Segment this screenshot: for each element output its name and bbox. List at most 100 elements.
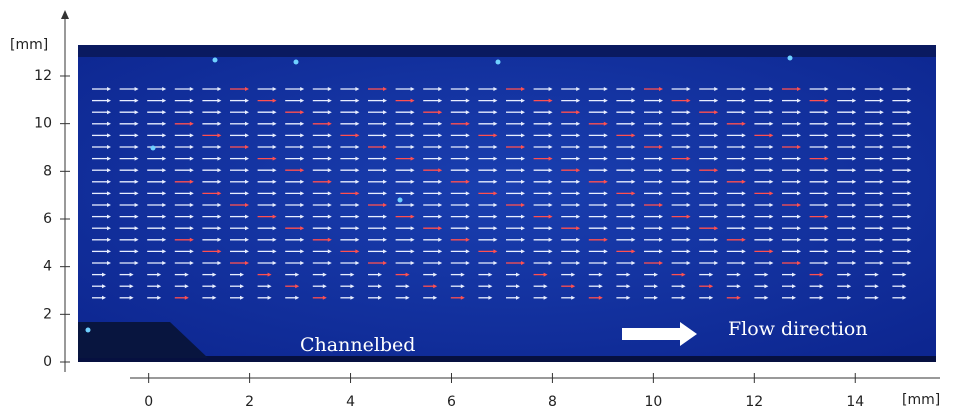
vector-head <box>383 203 387 207</box>
vector-head <box>824 133 829 138</box>
vector-head <box>327 214 332 219</box>
vector-head <box>879 156 884 161</box>
vector-head <box>134 156 139 161</box>
particle <box>495 59 501 65</box>
vector-head <box>410 226 415 231</box>
vector-head <box>714 203 719 207</box>
vector-head <box>300 121 305 126</box>
vector-head <box>300 237 305 242</box>
vector-head <box>659 145 663 149</box>
vector-head <box>659 168 663 173</box>
vector-head <box>769 98 774 103</box>
vector-head <box>272 203 277 207</box>
annotation: Channelbed <box>300 334 415 356</box>
vector-head <box>465 168 470 173</box>
vector-head <box>741 214 746 219</box>
vector-head <box>907 121 912 126</box>
vector-head <box>879 110 884 115</box>
vector-head <box>548 121 553 126</box>
vector-head <box>879 133 884 138</box>
vector-head <box>626 272 631 277</box>
vector-head <box>603 214 608 219</box>
vector-head <box>327 133 332 138</box>
top-wall <box>78 45 936 57</box>
vector-head <box>134 87 139 91</box>
y-axis-arrow <box>61 10 69 19</box>
vector-head <box>736 272 741 277</box>
vector-head <box>576 261 581 265</box>
vector-head <box>797 110 801 115</box>
vector-head <box>129 272 134 277</box>
vector-head <box>189 237 194 242</box>
vector-head <box>438 226 443 231</box>
vector-head <box>879 87 884 91</box>
vector-head <box>327 87 332 91</box>
vector-head <box>327 249 332 254</box>
vector-head <box>741 237 746 242</box>
vector-head <box>824 168 829 173</box>
vector-head <box>714 168 719 173</box>
vector-head <box>852 203 857 207</box>
vector-head <box>300 191 305 196</box>
vector-head <box>874 272 879 277</box>
vector-head <box>847 284 852 289</box>
vector-head <box>631 121 636 126</box>
vector-head <box>521 145 525 149</box>
vector-head <box>355 110 360 115</box>
vector-head <box>383 145 387 149</box>
vector-head <box>300 168 305 173</box>
vector-head <box>879 203 884 207</box>
vector-head <box>488 295 493 300</box>
vector-head <box>493 145 498 149</box>
vector-head <box>465 261 470 265</box>
vector-head <box>102 272 106 277</box>
vector-head <box>797 191 801 196</box>
vector-head <box>107 237 111 242</box>
vector-head <box>493 110 498 115</box>
vector-head <box>134 214 139 219</box>
vector-head <box>852 121 857 126</box>
vector-head <box>184 284 189 289</box>
vector-head <box>300 87 305 91</box>
vector-head <box>438 121 443 126</box>
vector-head <box>465 203 470 207</box>
vector-head <box>327 237 332 242</box>
x-tick-label: 14 <box>846 394 864 410</box>
vector-head <box>355 179 360 184</box>
vector-head <box>465 237 470 242</box>
vector-head <box>189 121 194 126</box>
vector-head <box>907 203 912 207</box>
vector-head <box>162 110 167 115</box>
vector-head <box>824 156 829 161</box>
vector-head <box>603 179 608 184</box>
vector-head <box>217 168 222 173</box>
vector-head <box>576 98 581 103</box>
vector-head <box>102 295 106 300</box>
vector-head <box>162 203 167 207</box>
x-tick-label: 6 <box>447 394 456 410</box>
vector-head <box>217 203 222 207</box>
vector-head <box>571 295 576 300</box>
vector-head <box>465 156 470 161</box>
vector-head <box>686 237 691 242</box>
vector-head <box>769 168 774 173</box>
vector-head <box>603 237 608 242</box>
vector-head <box>107 168 111 173</box>
x-tick-label: 2 <box>245 394 254 410</box>
vector-head <box>686 203 691 207</box>
vector-head <box>797 168 801 173</box>
vector-head <box>769 87 774 91</box>
vector-head <box>741 203 746 207</box>
vector-head <box>548 203 553 207</box>
vector-head <box>907 98 912 103</box>
vector-head <box>438 145 443 149</box>
x-tick-label: 12 <box>745 394 763 410</box>
vector-head <box>410 156 415 161</box>
vector-head <box>907 179 912 184</box>
vector-head <box>438 191 443 196</box>
vector-head <box>300 133 305 138</box>
vector-head <box>907 145 912 149</box>
vector-head <box>576 179 581 184</box>
vector-head <box>659 87 663 91</box>
vector-head <box>659 179 663 184</box>
